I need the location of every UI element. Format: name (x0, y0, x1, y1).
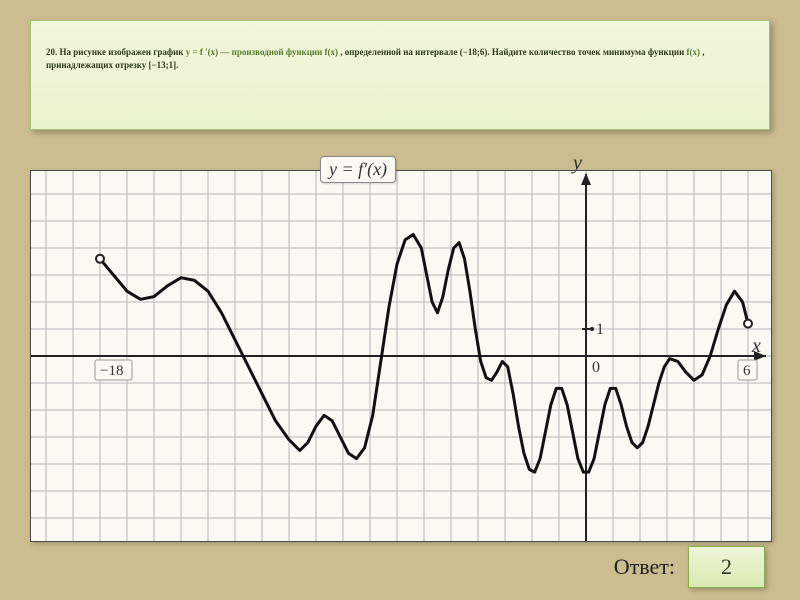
svg-text:6: 6 (743, 363, 751, 379)
svg-text:0: 0 (592, 359, 600, 376)
chart-container: −18610 y = f′(x) y x (30, 170, 770, 540)
svg-text:−18: −18 (100, 363, 123, 379)
problem-emph1: y = f ′(x) — производной функции f(x) (186, 47, 338, 57)
plot-svg: −18 6 1 0 (31, 171, 771, 541)
x-axis-label: x (752, 335, 761, 358)
problem-number: 20. (46, 47, 57, 57)
y-axis-label: y (573, 152, 582, 175)
answer-value-box: 2 (688, 546, 765, 588)
svg-text:1: 1 (596, 321, 604, 338)
formula-label: y = f′(x) (320, 156, 396, 183)
problem-prefix: На рисунке изображен график (60, 47, 186, 57)
problem-text: 20. На рисунке изображен график y = f ′(… (46, 46, 754, 71)
problem-statement-box: 20. На рисунке изображен график y = f ′(… (30, 20, 770, 130)
answer-label: Ответ: (614, 554, 675, 580)
answer-value: 2 (721, 554, 732, 580)
problem-emph2: f(x) (687, 47, 701, 57)
chart-panel: −18 6 1 0 (30, 170, 772, 542)
problem-mid: , определенной на интервале (−18;6). Най… (340, 47, 686, 57)
